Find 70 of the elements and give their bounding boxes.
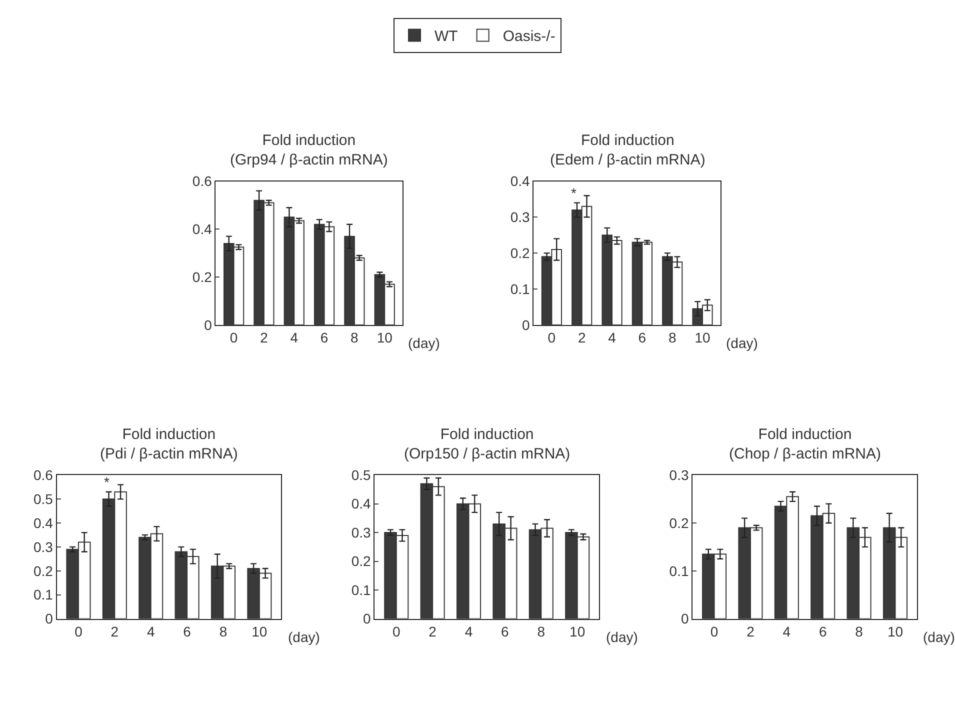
legend-label: WT (434, 28, 458, 46)
x-tick-label: 6 (183, 624, 192, 640)
x-tick-label: 10 (570, 624, 586, 640)
x-tick-label: 2 (746, 624, 755, 640)
x-tick-label: 10 (887, 624, 904, 640)
chart-title: Fold induction (Chop / β-actin mRNA) (729, 426, 881, 462)
x-tick-label: 10 (376, 330, 393, 346)
x-tick-label: 10 (694, 330, 710, 346)
x-tick-label: 8 (537, 624, 546, 640)
x-tick-label: 4 (464, 624, 473, 640)
y-tick-label: 0.4 (33, 514, 54, 531)
y-tick-label: 0.6 (192, 173, 212, 190)
x-tick-label: 0 (548, 330, 556, 346)
y-tick-label: 0 (680, 610, 689, 627)
x-axis-title: (day) (408, 335, 440, 351)
x-tick-label: 4 (290, 330, 298, 346)
y-tick-label: 0.3 (351, 524, 372, 540)
x-tick-label: 4 (146, 624, 155, 640)
chart-title: Fold induction (Edem / β-actin mRNA) (550, 132, 706, 168)
chart-title: Fold induction (Grp94 / β-actin mRNA) (230, 132, 388, 168)
y-tick-label: 0.6 (33, 467, 54, 483)
y-tick-label: 0.4 (192, 221, 212, 238)
x-tick-label: 8 (350, 330, 359, 346)
x-tick-label: 6 (638, 330, 646, 346)
x-tick-label: 0 (392, 624, 400, 640)
x-tick-label: 2 (428, 624, 437, 640)
x-tick-label: 0 (74, 624, 83, 640)
y-tick-label: 0.2 (510, 244, 530, 261)
x-tick-label: 2 (260, 330, 268, 346)
x-tick-label: 8 (855, 624, 864, 640)
x-tick-label: 0 (230, 330, 238, 346)
x-tick-label: 8 (668, 330, 676, 346)
y-tick-label: 0.2 (192, 268, 212, 285)
chart-title: Fold induction (Orp150 / β-actin mRNA) (404, 426, 570, 462)
x-tick-label: 6 (818, 624, 827, 640)
x-tick-label: 2 (578, 330, 586, 346)
y-tick-label: 0.3 (669, 467, 689, 483)
y-tick-label: 0 (45, 610, 54, 627)
y-tick-label: 0.1 (33, 586, 54, 603)
chart-title: Fold induction (Pdi / β-actin mRNA) (100, 426, 238, 462)
y-tick-label: 0.3 (33, 538, 54, 555)
y-tick-label: 0.1 (669, 562, 689, 579)
x-tick-label: 2 (110, 624, 119, 640)
y-tick-label: 0.1 (351, 582, 372, 598)
y-tick-label: 0.4 (351, 496, 372, 512)
x-tick-label: 10 (252, 624, 268, 640)
y-tick-label: 0.1 (510, 280, 530, 297)
x-tick-label: 8 (219, 624, 228, 640)
y-tick-label: 0.2 (351, 553, 372, 570)
x-tick-label: 6 (320, 330, 328, 346)
x-axis-title: (day) (923, 629, 955, 645)
x-axis-title: (day) (726, 335, 758, 351)
annotation: * (104, 474, 110, 490)
annotation: * (571, 185, 577, 201)
x-tick-label: 4 (782, 624, 791, 640)
x-tick-label: 0 (710, 624, 718, 640)
x-axis-title: (day) (288, 629, 320, 645)
x-tick-label: 4 (608, 330, 616, 346)
y-tick-label: 0.5 (351, 467, 372, 483)
x-tick-label: 6 (501, 624, 510, 640)
y-tick-label: 0 (522, 316, 530, 333)
y-tick-label: 0.5 (33, 490, 54, 507)
y-tick-label: 0.3 (510, 209, 530, 226)
y-tick-label: 0 (363, 610, 372, 627)
legend-label: Oasis-/- (502, 28, 556, 46)
x-axis-title: (day) (606, 629, 638, 645)
y-tick-label: 0.4 (510, 173, 530, 190)
y-tick-label: 0.2 (669, 514, 689, 531)
y-tick-label: 0.2 (33, 562, 54, 579)
y-tick-label: 0 (204, 316, 212, 333)
